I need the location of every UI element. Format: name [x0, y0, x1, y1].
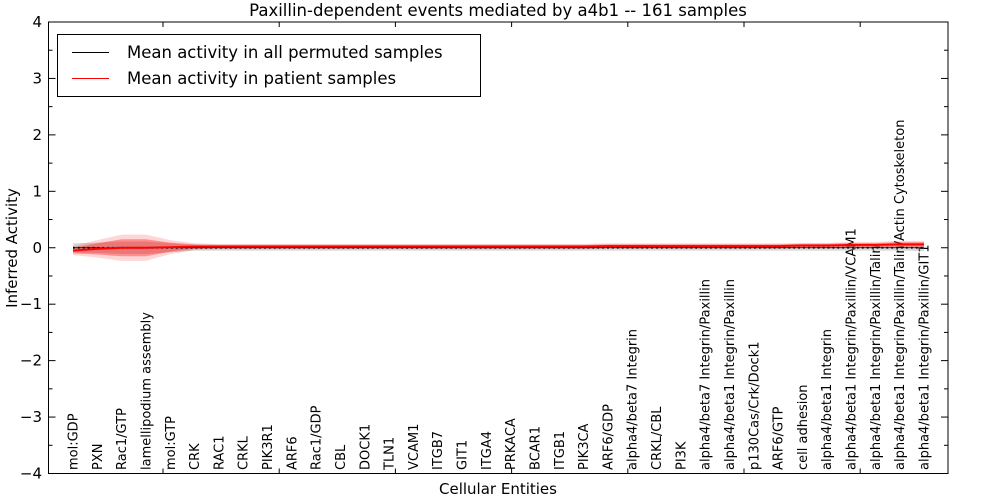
x-tick-label: alpha4/beta7 Integrin — [626, 329, 641, 470]
x-tick-label: mol:GTP — [164, 416, 179, 470]
patient-mean-line — [72, 243, 924, 252]
x-tick-label: Rac1/GDP — [310, 405, 325, 470]
x-tick-label: alpha4/beta1 Integrin/Paxillin/Talin/Act… — [893, 120, 908, 470]
x-tick-label: alpha4/beta1 Integrin/Paxillin — [723, 279, 738, 470]
x-tick-label: alpha4/beta1 Integrin — [820, 329, 835, 470]
x-tick-label: TLN1 — [383, 437, 398, 471]
x-tick-label: ARF6/GTP — [772, 406, 787, 470]
y-tick-label: −4 — [20, 465, 42, 483]
x-tick-label: Rac1/GTP — [115, 408, 130, 470]
x-tick-label: alpha4/beta1 Integrin/Paxillin/Talin — [869, 245, 884, 470]
x-tick-label: cell adhesion — [796, 384, 811, 470]
y-tick-label: 4 — [32, 13, 42, 31]
x-tick-label: DOCK1 — [358, 424, 373, 470]
y-tick-label: 1 — [32, 182, 42, 200]
y-tick-label: −1 — [20, 295, 42, 313]
y-tick-label: 0 — [32, 239, 42, 257]
x-tick-label: ARF6 — [285, 436, 300, 470]
x-tick-label: PIK3CA — [577, 423, 592, 470]
x-tick-label: ITGA4 — [480, 431, 495, 470]
x-tick-label: RAC1 — [212, 435, 227, 470]
legend-label: Mean activity in all permuted samples — [127, 42, 443, 62]
x-tick-label: alpha4/beta7 Integrin/Paxillin — [699, 279, 714, 470]
x-tick-label: CRK — [188, 443, 203, 470]
x-tick-label: alpha4/beta1 Integrin/Paxillin/VCAM1 — [845, 228, 860, 470]
y-tick-label: 2 — [32, 126, 42, 144]
x-tick-label: VCAM1 — [407, 424, 422, 470]
x-tick-label: BCAR1 — [528, 426, 543, 470]
x-tick-label: p130Cas/Crk/Dock1 — [747, 341, 762, 470]
legend: Mean activity in all permuted samples Me… — [57, 34, 481, 97]
legend-item-patient: Mean activity in patient samples — [72, 66, 480, 92]
x-tick-label: ITGB1 — [553, 431, 568, 470]
x-tick-label: lamellipodium assembly — [139, 312, 154, 470]
x-tick-label: CRKL/CBL — [650, 406, 665, 470]
legend-item-permuted: Mean activity in all permuted samples — [72, 39, 480, 65]
y-tick-label: 3 — [32, 69, 42, 87]
x-tick-label: PIK3R1 — [261, 424, 276, 470]
x-tick-label: CRKL — [237, 435, 252, 470]
x-tick-label: PXN — [91, 444, 106, 470]
y-tick-label: −2 — [20, 352, 42, 370]
x-tick-label: ITGB7 — [431, 431, 446, 470]
x-tick-label: CBL — [334, 444, 349, 470]
x-tick-label: GIT1 — [456, 440, 471, 470]
chart-title: Paxillin-dependent events mediated by a4… — [249, 1, 747, 20]
x-tick-label: ARF6/GDP — [601, 404, 616, 470]
y-axis-label: Inferred Activity — [3, 188, 21, 308]
x-tick-label: PI3K — [674, 441, 689, 470]
x-tick-label: alpha4/beta1 Integrin/Paxillin/GIT1 — [918, 244, 933, 470]
x-axis-label: Cellular Entities — [439, 480, 557, 498]
x-tick-label: mol:GDP — [67, 413, 82, 470]
legend-line-sample-black — [72, 51, 109, 53]
legend-line-sample-red — [72, 78, 109, 80]
y-tick-label: −3 — [20, 408, 42, 426]
x-tick-label: PRKACA — [504, 418, 519, 470]
legend-label: Mean activity in patient samples — [127, 69, 397, 89]
